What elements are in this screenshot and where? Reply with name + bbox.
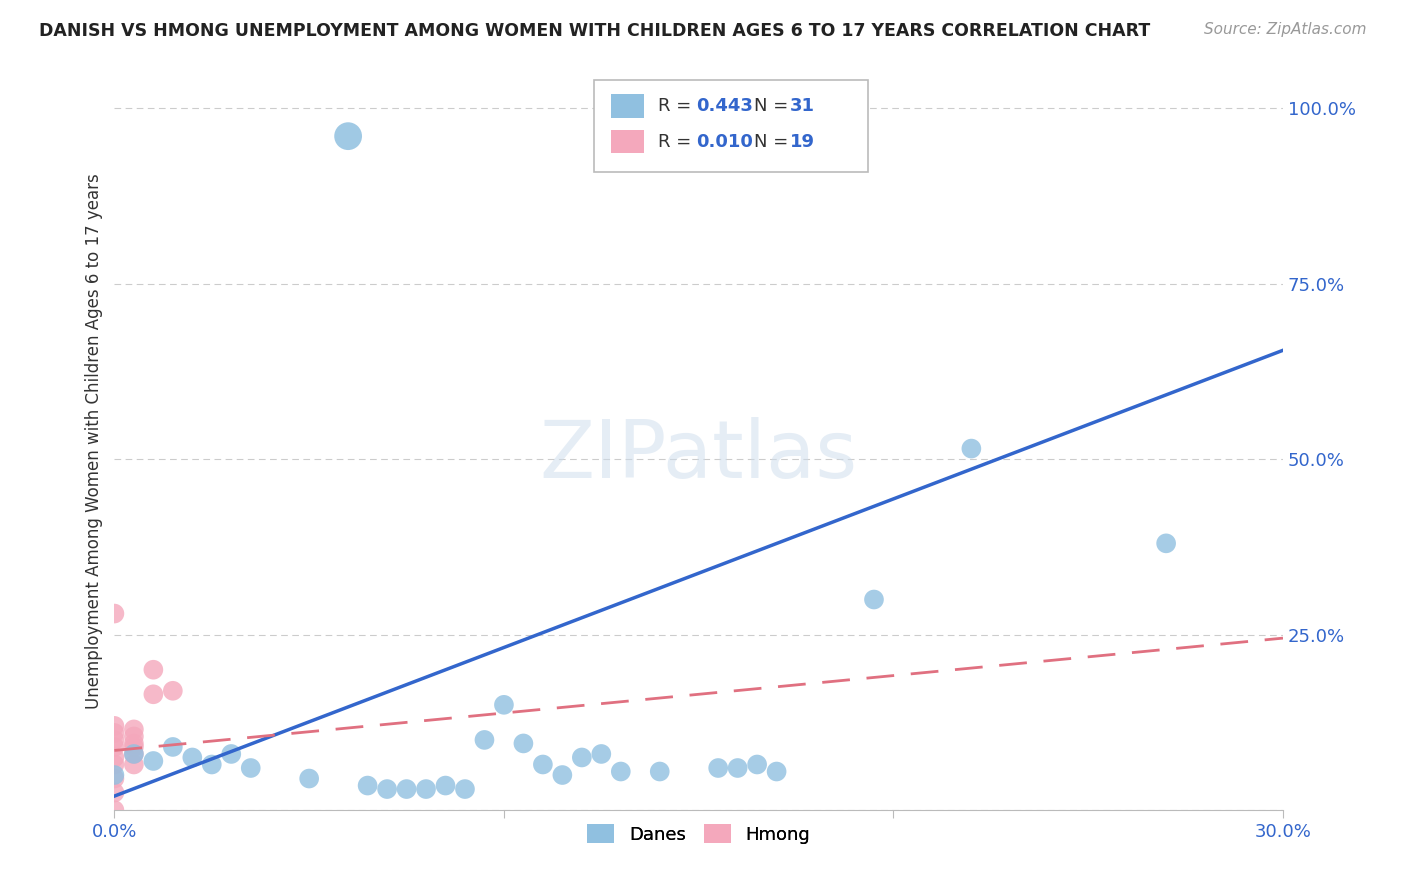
Point <box>395 782 418 797</box>
Point <box>492 698 515 712</box>
Point <box>219 747 242 761</box>
Point <box>103 733 125 747</box>
Point <box>591 747 613 761</box>
Point <box>103 757 125 772</box>
Text: R =: R = <box>658 97 697 115</box>
FancyBboxPatch shape <box>593 80 868 172</box>
Point <box>103 772 125 786</box>
Point <box>142 754 165 768</box>
Point <box>103 803 125 817</box>
Point <box>727 761 749 775</box>
Text: 31: 31 <box>790 97 815 115</box>
Point <box>142 663 165 677</box>
Point <box>122 747 145 761</box>
Text: ZIPatlas: ZIPatlas <box>540 417 858 495</box>
Point <box>415 782 437 797</box>
Point <box>122 747 145 761</box>
Point <box>122 739 145 754</box>
Point <box>707 761 730 775</box>
Legend: Danes, Hmong: Danes, Hmong <box>578 815 820 853</box>
Text: Source: ZipAtlas.com: Source: ZipAtlas.com <box>1204 22 1367 37</box>
Point <box>375 782 398 797</box>
FancyBboxPatch shape <box>612 129 644 153</box>
Point <box>1154 536 1177 550</box>
Text: 0.010: 0.010 <box>696 133 754 151</box>
Point <box>239 761 262 775</box>
Point <box>162 739 184 754</box>
Text: 0.443: 0.443 <box>696 97 754 115</box>
Point <box>610 764 633 779</box>
Point <box>337 129 360 144</box>
Point <box>765 764 787 779</box>
Point <box>103 719 125 733</box>
Point <box>531 757 554 772</box>
Point <box>103 750 125 764</box>
Point <box>142 687 165 701</box>
Text: 19: 19 <box>790 133 815 151</box>
Point <box>434 779 457 793</box>
Point <box>122 723 145 737</box>
Point <box>201 757 224 772</box>
Point <box>745 757 768 772</box>
Point <box>181 750 204 764</box>
FancyBboxPatch shape <box>612 95 644 118</box>
Point <box>298 772 321 786</box>
Point <box>454 782 477 797</box>
Point <box>122 757 145 772</box>
Point <box>356 779 378 793</box>
Point <box>122 730 145 744</box>
Point <box>571 750 593 764</box>
Point <box>474 733 496 747</box>
Point <box>103 607 125 621</box>
Point <box>551 768 574 782</box>
Text: N =: N = <box>754 97 793 115</box>
Text: N =: N = <box>754 133 793 151</box>
Point <box>960 442 983 456</box>
Point <box>863 592 886 607</box>
Point <box>162 683 184 698</box>
Point <box>103 726 125 740</box>
Text: DANISH VS HMONG UNEMPLOYMENT AMONG WOMEN WITH CHILDREN AGES 6 TO 17 YEARS CORREL: DANISH VS HMONG UNEMPLOYMENT AMONG WOMEN… <box>39 22 1150 40</box>
Y-axis label: Unemployment Among Women with Children Ages 6 to 17 years: Unemployment Among Women with Children A… <box>86 174 103 709</box>
Point <box>512 736 534 750</box>
Text: R =: R = <box>658 133 697 151</box>
Point <box>103 739 125 754</box>
Point <box>103 768 125 782</box>
Point <box>103 786 125 800</box>
Point <box>648 764 671 779</box>
Point <box>122 736 145 750</box>
